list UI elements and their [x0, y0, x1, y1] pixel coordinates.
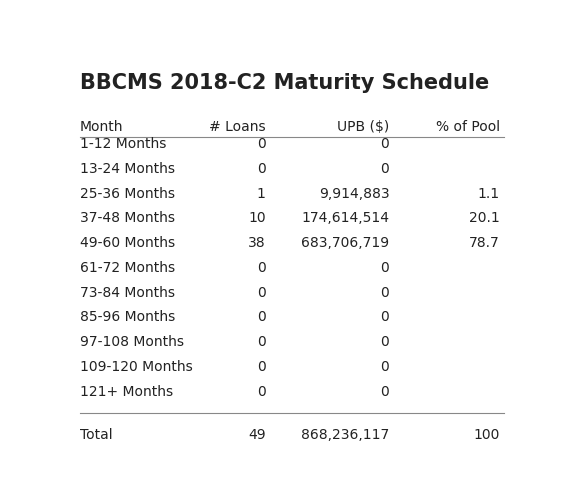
Text: # Loans: # Loans: [209, 120, 266, 134]
Text: 0: 0: [257, 335, 266, 349]
Text: 0: 0: [381, 310, 389, 324]
Text: UPB ($): UPB ($): [337, 120, 389, 134]
Text: 0: 0: [257, 137, 266, 151]
Text: 85-96 Months: 85-96 Months: [80, 310, 176, 324]
Text: 0: 0: [257, 310, 266, 324]
Text: 0: 0: [257, 360, 266, 374]
Text: 0: 0: [257, 286, 266, 300]
Text: 25-36 Months: 25-36 Months: [80, 187, 175, 201]
Text: 0: 0: [381, 286, 389, 300]
Text: 1-12 Months: 1-12 Months: [80, 137, 166, 151]
Text: 61-72 Months: 61-72 Months: [80, 261, 175, 275]
Text: 49-60 Months: 49-60 Months: [80, 236, 175, 250]
Text: 868,236,117: 868,236,117: [301, 428, 389, 442]
Text: 0: 0: [257, 261, 266, 275]
Text: 49: 49: [248, 428, 266, 442]
Text: 121+ Months: 121+ Months: [80, 385, 173, 399]
Text: 1.1: 1.1: [478, 187, 500, 201]
Text: Total: Total: [80, 428, 113, 442]
Text: 100: 100: [473, 428, 500, 442]
Text: 73-84 Months: 73-84 Months: [80, 286, 175, 300]
Text: 78.7: 78.7: [469, 236, 500, 250]
Text: 9,914,883: 9,914,883: [319, 187, 389, 201]
Text: 1: 1: [256, 187, 266, 201]
Text: % of Pool: % of Pool: [435, 120, 500, 134]
Text: 38: 38: [248, 236, 266, 250]
Text: 13-24 Months: 13-24 Months: [80, 162, 175, 176]
Text: 10: 10: [248, 211, 266, 225]
Text: 0: 0: [381, 335, 389, 349]
Text: 0: 0: [381, 360, 389, 374]
Text: 0: 0: [381, 137, 389, 151]
Text: 97-108 Months: 97-108 Months: [80, 335, 184, 349]
Text: BBCMS 2018-C2 Maturity Schedule: BBCMS 2018-C2 Maturity Schedule: [80, 74, 489, 94]
Text: 37-48 Months: 37-48 Months: [80, 211, 175, 225]
Text: 174,614,514: 174,614,514: [302, 211, 389, 225]
Text: 0: 0: [381, 162, 389, 176]
Text: 0: 0: [257, 162, 266, 176]
Text: 0: 0: [257, 385, 266, 399]
Text: 20.1: 20.1: [469, 211, 500, 225]
Text: 0: 0: [381, 261, 389, 275]
Text: 0: 0: [381, 385, 389, 399]
Text: 109-120 Months: 109-120 Months: [80, 360, 193, 374]
Text: 683,706,719: 683,706,719: [301, 236, 389, 250]
Text: Month: Month: [80, 120, 124, 134]
